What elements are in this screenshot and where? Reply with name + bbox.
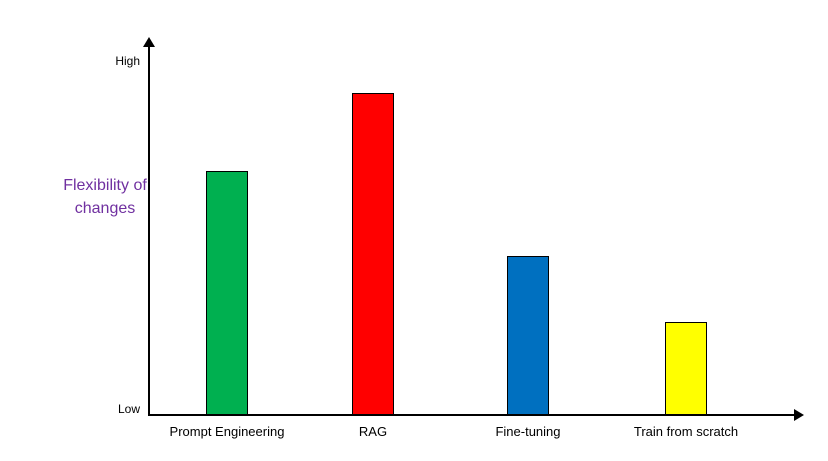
category-label-fine-tuning: Fine-tuning xyxy=(495,424,561,439)
bar-rag xyxy=(352,93,394,415)
category-label-prompt-engineering: Prompt Engineering xyxy=(169,424,285,439)
bar-fine-tuning xyxy=(507,256,549,415)
ytick-high: High xyxy=(115,54,140,68)
x-axis-line xyxy=(148,414,796,416)
ytick-low: Low xyxy=(117,402,140,416)
y-axis-title: Flexibility of changes xyxy=(63,177,147,217)
bar-train-from-scratch xyxy=(665,322,707,415)
y-axis-arrow-icon xyxy=(143,37,155,47)
bar-prompt-engineering xyxy=(206,171,248,415)
category-label-rag: RAG xyxy=(358,424,388,439)
x-axis-arrow-icon xyxy=(794,409,804,421)
y-axis-line xyxy=(148,45,150,416)
category-label-train-from-scratch: Train from scratch xyxy=(633,424,739,439)
